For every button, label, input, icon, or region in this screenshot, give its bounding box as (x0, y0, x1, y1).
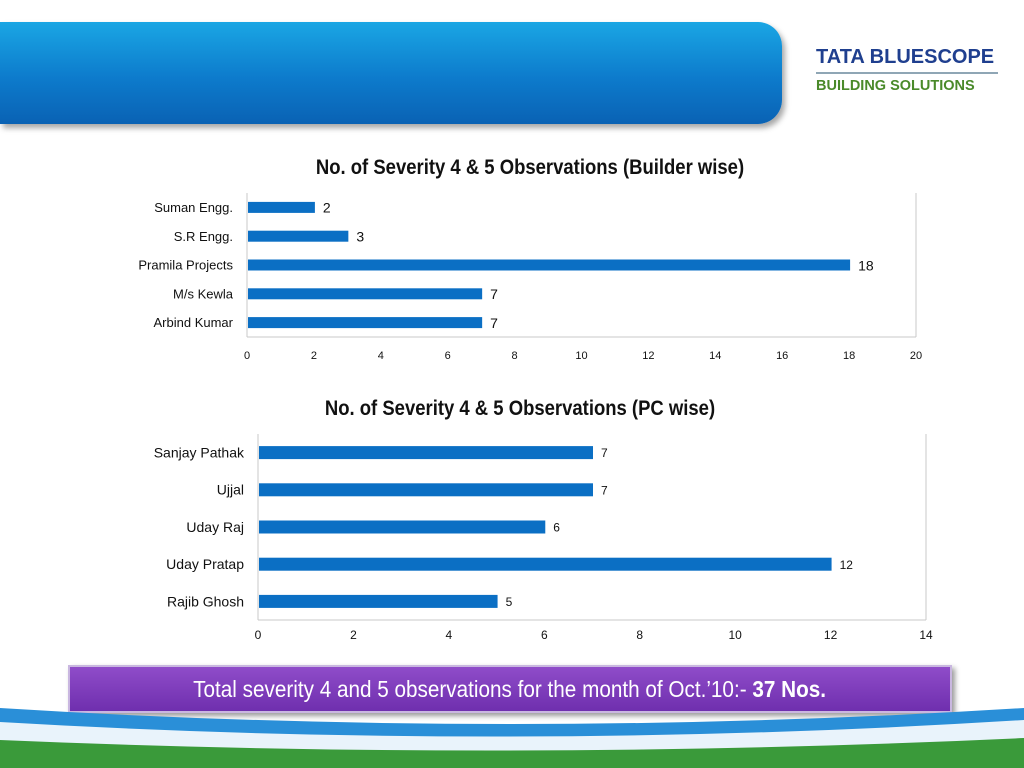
data-label: 7 (490, 315, 498, 331)
x-tick-label: 0 (255, 628, 262, 642)
bar (259, 446, 593, 460)
x-tick-label: 2 (311, 350, 317, 362)
bar (248, 259, 851, 271)
x-tick-label: 4 (378, 350, 384, 362)
category-label: Ujjal (217, 482, 244, 498)
x-tick-label: 8 (512, 350, 518, 362)
data-label: 7 (490, 286, 498, 302)
x-tick-label: 12 (642, 350, 654, 362)
bar (259, 520, 546, 534)
bar (248, 288, 483, 300)
bar (248, 317, 483, 329)
category-label: Rajib Ghosh (167, 593, 244, 609)
category-label: Sanjay Pathak (154, 445, 245, 461)
x-tick-label: 14 (709, 350, 721, 362)
x-tick-label: 6 (445, 350, 451, 362)
category-label: M/s Kewla (173, 286, 234, 301)
bar (248, 201, 315, 213)
x-tick-label: 10 (728, 628, 742, 642)
summary-banner: Total severity 4 and 5 observations for … (68, 665, 952, 713)
header-banner (0, 22, 782, 124)
logo-line1: TATA BLUESCOPE (816, 46, 995, 68)
x-tick-label: 6 (541, 628, 548, 642)
company-logo: TATA BLUESCOPE BUILDING SOLUTIONS (816, 46, 1000, 94)
builder-chart: Suman Engg. 2 S.R Engg. 3 Pramila Projects 18… (138, 193, 922, 362)
x-tick-label: 12 (824, 628, 838, 642)
data-label: 3 (356, 229, 364, 245)
bar (259, 594, 498, 608)
logo-line2: BUILDING SOLUTIONS (816, 78, 975, 94)
chart2-title: No. of Severity 4 & 5 Observations (PC w… (324, 397, 716, 420)
pc-chart: Sanjay Pathak 7 Ujjal 7 Uday Raj 6 Uday Pratap… (154, 434, 933, 642)
x-tick-label: 2 (350, 628, 357, 642)
data-label: 7 (601, 446, 608, 460)
x-tick-label: 0 (244, 350, 250, 362)
x-tick-label: 14 (919, 628, 933, 642)
category-label: Arbind Kumar (154, 315, 234, 330)
data-label: 2 (323, 200, 331, 216)
bar (259, 483, 593, 497)
x-tick-label: 16 (776, 350, 788, 362)
data-label: 7 (601, 483, 608, 497)
summary-text: Total severity 4 and 5 observations for … (193, 676, 753, 702)
logo-divider (816, 72, 998, 74)
data-label: 12 (840, 558, 854, 572)
x-tick-label: 20 (910, 350, 922, 362)
category-label: Uday Pratap (166, 556, 244, 572)
category-label: Uday Raj (186, 519, 244, 535)
data-label: 18 (858, 257, 874, 273)
footer-swoosh (0, 708, 1024, 768)
bar (259, 557, 832, 571)
x-tick-label: 8 (636, 628, 643, 642)
category-label: Pramila Projects (138, 258, 233, 273)
summary-value: 37 Nos. (752, 676, 827, 702)
data-label: 6 (553, 521, 560, 535)
x-tick-label: 10 (575, 350, 587, 362)
bar (248, 230, 349, 242)
chart1-title: No. of Severity 4 & 5 Observations (Buil… (315, 156, 745, 179)
category-label: S.R Engg. (174, 229, 233, 244)
category-label: Suman Engg. (154, 200, 233, 215)
data-label: 5 (506, 595, 513, 609)
x-tick-label: 18 (843, 350, 855, 362)
x-tick-label: 4 (446, 628, 453, 642)
